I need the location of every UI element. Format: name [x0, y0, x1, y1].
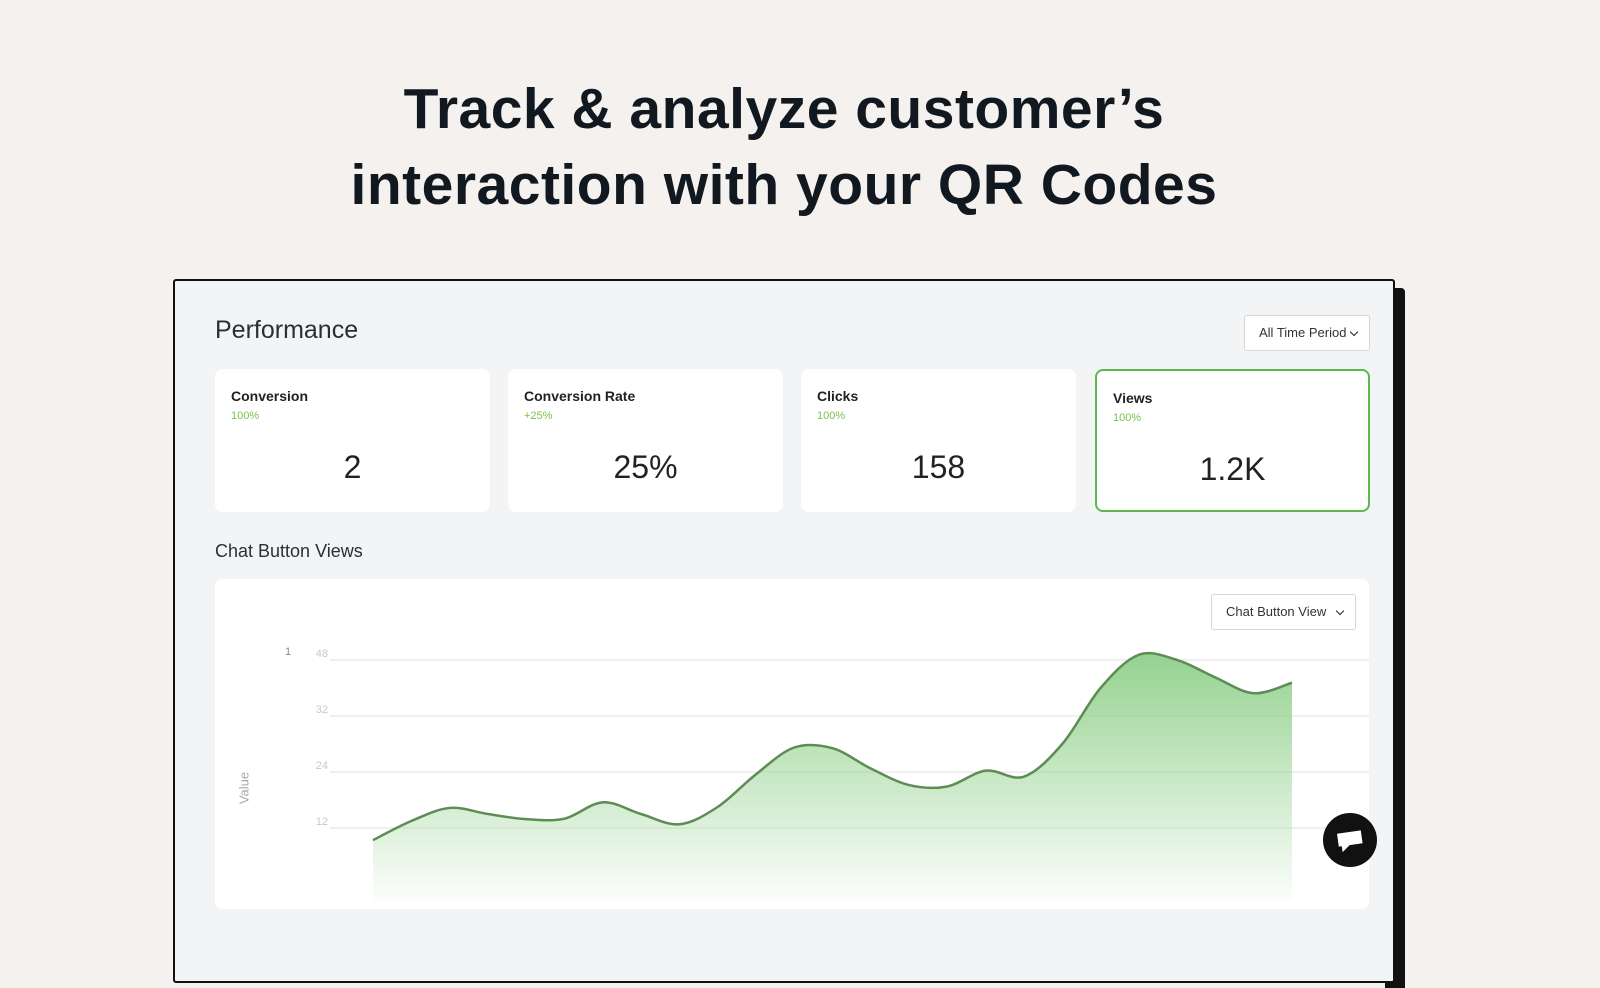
stat-label: Views	[1113, 390, 1153, 406]
stat-label: Conversion	[231, 388, 309, 404]
period-select[interactable]: All Time Period	[1244, 315, 1370, 351]
chat-icon	[1337, 830, 1363, 853]
y-tick-label: 24	[316, 760, 328, 772]
page: Track & analyze customer’s interaction w…	[0, 0, 1600, 900]
stat-change: +25%	[524, 410, 553, 422]
stat-value: 2	[343, 449, 362, 485]
series-select[interactable]: Chat Button View	[1211, 594, 1356, 630]
stat-card: Clicks 100% 158	[801, 369, 1076, 512]
area-line	[372, 651, 1293, 842]
headline: Track & analyze customer’s	[403, 77, 1165, 141]
stat-value: 25%	[613, 449, 678, 485]
stat-label: Clicks	[817, 388, 859, 404]
area-fill	[373, 653, 1292, 900]
chart: 1 Value 48 32 24 12	[236, 646, 1369, 900]
y-tick-label: 32	[316, 704, 328, 716]
stat-change: 100%	[231, 410, 260, 422]
stat-card: Conversion 100% 2	[215, 369, 490, 512]
y-tick-label: 48	[316, 648, 328, 660]
headline: interaction with your QR Codes	[350, 153, 1218, 217]
y-axis-title: Value	[236, 772, 251, 804]
y-corner-label: 1	[285, 646, 291, 658]
section-title: Performance	[215, 316, 359, 344]
stat-label: Conversion Rate	[524, 388, 636, 404]
stat-change: 100%	[817, 410, 846, 422]
stat-card: Views 100% 1.2K	[1095, 369, 1370, 512]
y-tick-label: 12	[316, 816, 328, 828]
stat-card: Conversion Rate +25% 25%	[508, 369, 783, 512]
stat-value: 158	[911, 449, 966, 485]
stat-change: 100%	[1113, 412, 1142, 424]
chat-button[interactable]	[1323, 813, 1377, 867]
stat-value: 1.2K	[1199, 451, 1266, 487]
chart-title: Chat Button Views	[215, 541, 363, 561]
